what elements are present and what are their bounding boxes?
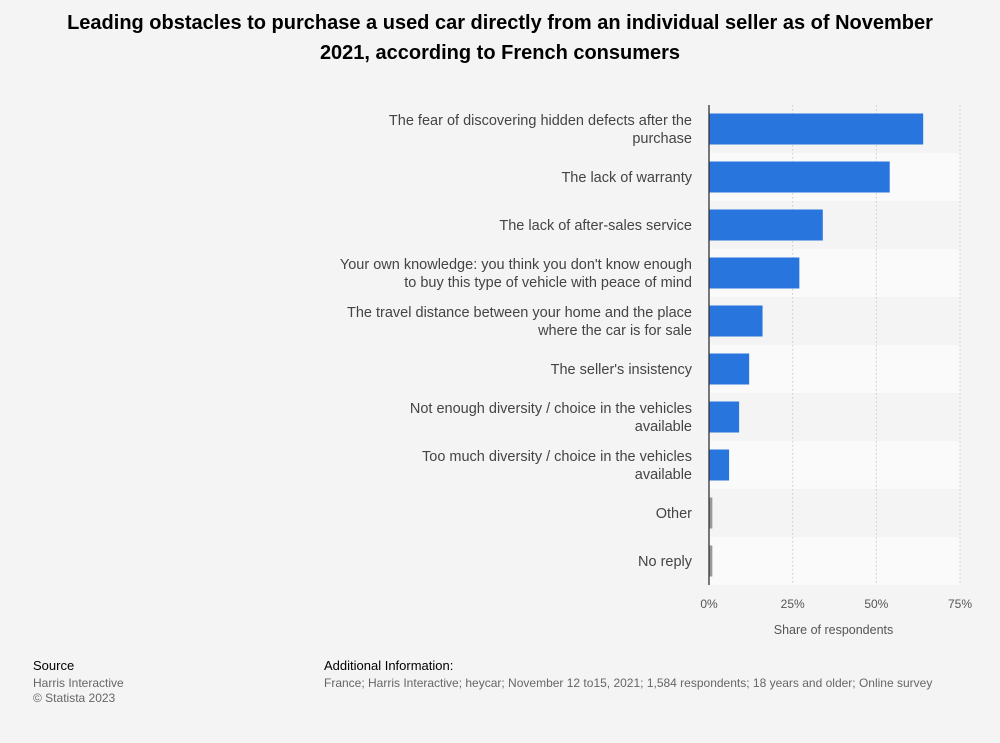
- category-label: The travel distance between your home an…: [347, 305, 692, 339]
- row-band: [709, 345, 960, 393]
- x-axis-title: Share of respondents: [774, 623, 894, 637]
- x-tick-label: 50%: [864, 597, 888, 611]
- category-label: The seller's insistency: [551, 362, 693, 378]
- x-tick-label: 25%: [781, 597, 805, 611]
- x-tick-label: 75%: [948, 597, 972, 611]
- chart-title: Leading obstacles to purchase a used car…: [67, 12, 933, 64]
- additional-info-heading: Additional Information:: [324, 658, 454, 673]
- additional-info-text: France; Harris Interactive; heycar; Nove…: [324, 676, 933, 690]
- category-label: Not enough diversity / choice in the veh…: [410, 401, 692, 435]
- bar: [709, 497, 713, 529]
- bar: [709, 161, 890, 193]
- bar: [709, 353, 750, 385]
- x-tick-label: 0%: [700, 597, 718, 611]
- bar: [709, 449, 730, 481]
- bar: [709, 113, 924, 145]
- bar-chart: 0% 25% 50% 75% The fear of discovering hidde…: [340, 105, 972, 637]
- category-label: Too much diversity / choice in the vehic…: [422, 449, 692, 483]
- row-band: [709, 441, 960, 489]
- category-label: Your own knowledge: you think you don't …: [340, 257, 692, 291]
- bar: [709, 305, 763, 337]
- row-band: [709, 489, 960, 537]
- bar: [709, 545, 713, 577]
- source-line: Harris Interactive: [33, 676, 124, 690]
- bar: [709, 209, 823, 241]
- category-label: The lack of after-sales service: [499, 218, 692, 234]
- copyright-line: © Statista 2023: [33, 691, 116, 705]
- category-label: The fear of discovering hidden defects a…: [389, 113, 692, 147]
- category-label: The lack of warranty: [561, 170, 692, 186]
- bar: [709, 401, 740, 433]
- category-label: Other: [656, 506, 692, 522]
- row-band: [709, 537, 960, 585]
- category-label: No reply: [638, 554, 693, 570]
- row-band: [709, 393, 960, 441]
- source-heading: Source: [33, 658, 75, 673]
- bar: [709, 257, 800, 289]
